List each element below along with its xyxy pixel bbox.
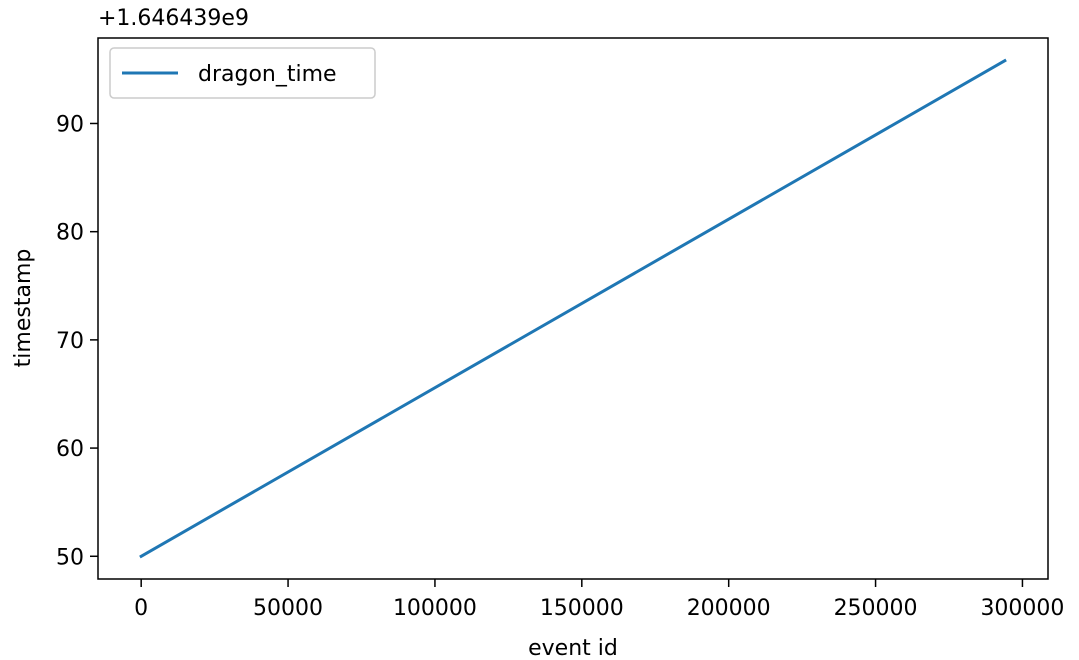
x-axis-label: event id: [528, 636, 618, 660]
y-axis-label: timestamp: [11, 249, 36, 368]
x-tick-label: 300000: [980, 596, 1064, 621]
series-group: [139, 58, 1007, 559]
series-line-dragon-time: [139, 58, 1007, 559]
legend: dragon_time: [109, 47, 376, 99]
y-tick-label: 80: [56, 221, 84, 246]
x-tick-label: 0: [134, 596, 148, 621]
x-tick-label: 50000: [253, 596, 323, 621]
plot-frame: [97, 37, 1049, 580]
x-tick-label: 200000: [687, 596, 771, 621]
y-tick-label: 60: [56, 437, 84, 462]
x-tick-label: 100000: [393, 596, 477, 621]
legend-box: [109, 47, 376, 99]
x-tick-label: 150000: [540, 596, 624, 621]
y-tick-label: 70: [56, 329, 84, 354]
x-axis-ticks: 0 50000 100000 150000 200000 250000 300000: [134, 579, 1064, 621]
y-tick-label: 90: [56, 112, 84, 137]
legend-label-dragon-time: dragon_time: [198, 62, 337, 87]
y-axis-ticks: 50 60 70 80 90: [56, 112, 98, 570]
x-tick-label: 250000: [834, 596, 918, 621]
y-tick-label: 50: [56, 545, 84, 570]
y-offset-label: +1.646439e9: [98, 6, 249, 31]
